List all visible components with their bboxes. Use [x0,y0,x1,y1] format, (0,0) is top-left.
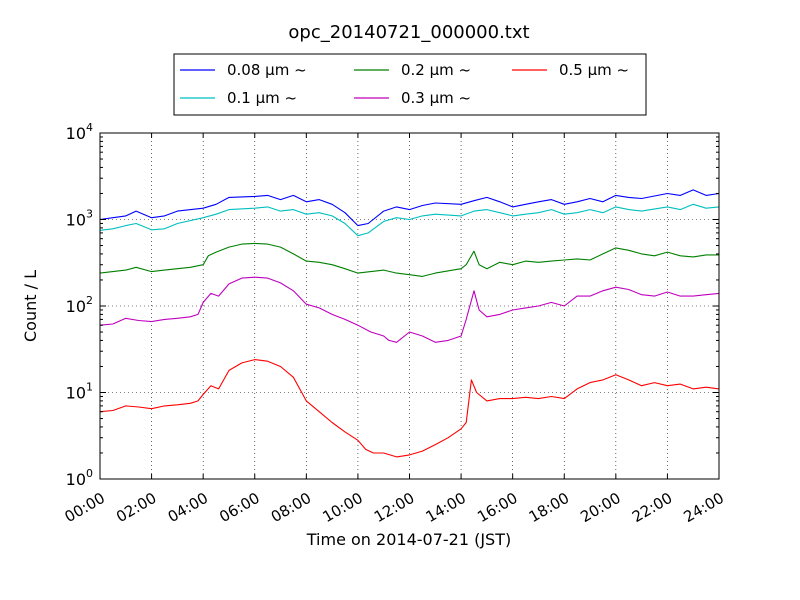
x-tick-label: 04:00 [165,489,211,526]
legend-box [173,53,647,116]
y-axis-label: Count / L [21,270,40,342]
series-group [99,189,720,458]
legend-label: 0.08 μm ~ [227,61,307,79]
y-tick-label: 102 [66,294,93,316]
chart-title: opc_20140721_000000.txt [288,22,529,43]
x-tick-label: 00:00 [62,489,108,526]
series-line [99,203,720,237]
y-tick-label: 101 [66,381,93,403]
y-tick-labels: 100 101 102 103 104 [66,121,93,489]
x-tick-label: 22:00 [629,489,675,526]
series-line [99,189,720,227]
y-tick-label: 104 [66,121,93,143]
legend: 0.08 μm ~ 0.1 μm ~ 0.2 μm ~ 0.3 μm ~ 0.5 μm … [180,61,629,107]
series-line [99,359,720,458]
series-line [99,242,719,277]
x-tick-label: 12:00 [371,489,417,526]
x-tick-label: 06:00 [216,489,262,526]
plot-frame [99,132,720,480]
grid [100,133,719,479]
x-tick-label: 08:00 [268,489,314,526]
series-line [99,276,720,343]
x-tick-label: 16:00 [474,489,520,526]
x-axis-label: Time on 2014-07-21 (JST) [306,530,511,549]
legend-label: 0.1 μm ~ [227,89,297,107]
y-tick-label: 103 [66,208,93,230]
x-tick-label: 24:00 [681,489,727,526]
x-tick-label: 02:00 [113,489,159,526]
legend-label: 0.3 μm ~ [401,89,471,107]
x-tick-label: 14:00 [423,489,469,526]
legend-label: 0.2 μm ~ [401,61,471,79]
legend-label: 0.5 μm ~ [559,61,629,79]
y-tick-label: 100 [66,467,93,489]
x-tick-labels: 00:00 02:00 04:00 06:00 08:00 10:00 12:00 14:00… [62,489,727,526]
x-tick-label: 20:00 [577,489,623,526]
x-tick-label: 10:00 [319,489,365,526]
x-tick-label: 18:00 [526,489,572,526]
